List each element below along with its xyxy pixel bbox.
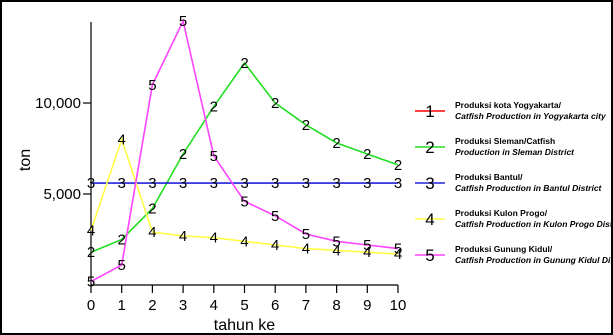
series-2-point-label: 2 (332, 135, 340, 152)
x-tick-label: 1 (118, 297, 126, 314)
legend-sublabel-3: Catfish Production in Bantul District (455, 183, 603, 193)
legend-label-2: Produksi Sleman/Catfish (455, 136, 555, 146)
series-4-point-label: 4 (363, 244, 371, 261)
legend: 1 Produksi kota Yogyakarta/Catfish Produc… (415, 100, 613, 265)
series-3-point-label: 3 (394, 175, 402, 192)
series-3-point-label: 3 (210, 175, 218, 192)
series-5-point-label: 5 (332, 233, 340, 250)
y-axis-title: ton (17, 149, 34, 171)
series-3-point-label: 3 (87, 175, 95, 192)
series-2-point-label: 2 (148, 201, 156, 218)
series-4-point-label: 4 (240, 233, 248, 250)
x-tick-label: 2 (148, 297, 156, 314)
series-4-point-label: 4 (148, 224, 156, 241)
series-2-point-label: 2 (210, 99, 218, 116)
legend-marker-3: 3 (425, 174, 434, 193)
series-line-2 (90, 61, 399, 253)
legend-marker-1: 1 (425, 102, 434, 121)
x-tick-label: 7 (302, 297, 310, 314)
legend-sublabel-5: Catfish Production in Gunung Kidul Distr… (455, 255, 613, 265)
series-5-point-label: 5 (87, 273, 95, 290)
series-lines (90, 18, 399, 283)
series-line-4 (90, 136, 399, 255)
series-4-point-label: 4 (332, 242, 340, 259)
series-3-point-label: 3 (118, 175, 126, 192)
x-tick-label: 3 (179, 297, 187, 314)
series-2-point-label: 2 (363, 146, 371, 163)
series-4-point-label: 4 (118, 131, 126, 148)
series-4-point-label: 4 (394, 246, 402, 263)
x-tick-label: 10 (390, 297, 407, 314)
x-tick-label: 9 (363, 297, 371, 314)
series-2-point-label: 2 (240, 55, 248, 72)
legend-label-3: Produksi Bantul/ (455, 172, 523, 182)
x-tick-label: 0 (87, 297, 95, 314)
series-2-point-label: 2 (302, 117, 310, 134)
series-5-point-label: 5 (179, 13, 187, 30)
series-3-point-label: 3 (302, 175, 310, 192)
series-4-point-label: 4 (271, 237, 279, 254)
series-5-point-label: 5 (240, 193, 248, 210)
y-tick-label: 10,000 (35, 95, 81, 112)
series-3-point-label: 3 (363, 175, 371, 192)
series-2-point-label: 2 (118, 232, 126, 249)
x-tick-label: 8 (332, 297, 340, 314)
legend-label-4: Produksi Kulon Progo/ (455, 208, 548, 218)
series-5-point-label: 5 (148, 77, 156, 94)
legend-marker-2: 2 (425, 138, 434, 157)
series-5-point-label: 5 (363, 237, 371, 254)
legend-marker-5: 5 (425, 246, 434, 265)
series-5-point-label: 5 (271, 208, 279, 225)
legend-marker-4: 4 (425, 210, 434, 229)
series-3-point-label: 3 (240, 175, 248, 192)
series-2-point-label: 2 (179, 146, 187, 163)
series-4-point-label: 4 (210, 230, 218, 247)
legend-label-5: Produksi Gunung Kidul/ (455, 244, 553, 254)
series-4-point-label: 4 (302, 241, 310, 258)
legend-sublabel-1: Catfish Production in Yogyakarta city (455, 111, 607, 121)
series-2-point-label: 2 (87, 244, 95, 261)
x-axis-title: tahun ke (214, 317, 275, 334)
y-tick-label: 5,000 (43, 186, 81, 203)
legend-sublabel-2: Production in Sleman District (455, 147, 575, 157)
x-tick-label: 6 (271, 297, 279, 314)
series-line-5 (90, 18, 399, 283)
series-4-point-label: 4 (179, 228, 187, 245)
legend-label-1: Produksi kota Yogyakarta/ (455, 100, 562, 110)
series-3-point-label: 3 (179, 175, 187, 192)
x-tick-label: 5 (240, 297, 248, 314)
series-5-point-label: 5 (394, 241, 402, 258)
series-5-point-label: 5 (302, 226, 310, 243)
series-3-point-label: 3 (271, 175, 279, 192)
x-tick-label: 4 (210, 297, 218, 314)
series-4-point-label: 4 (87, 222, 95, 239)
series-5-point-label: 5 (210, 148, 218, 165)
legend-sublabel-4: Catfish Production in Kulon Progo Distri… (455, 219, 613, 229)
series-2-point-label: 2 (271, 95, 279, 112)
series-2-point-label: 2 (394, 157, 402, 174)
series-3-point-label: 3 (148, 175, 156, 192)
series-3-point-label: 3 (332, 175, 340, 192)
series-5-point-label: 5 (118, 257, 126, 274)
